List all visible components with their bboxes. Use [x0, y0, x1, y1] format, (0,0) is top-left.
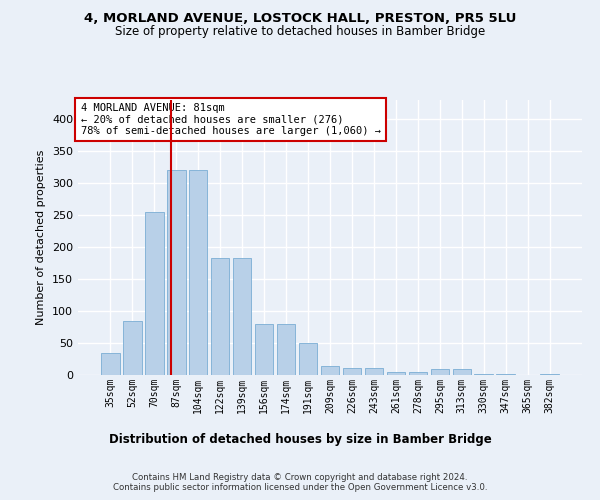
Bar — [541, 374, 559, 375]
Bar — [386, 372, 405, 375]
Bar — [277, 324, 295, 375]
Bar — [431, 369, 449, 375]
Bar — [475, 374, 493, 375]
Bar — [409, 372, 427, 375]
Text: Contains public sector information licensed under the Open Government Licence v3: Contains public sector information licen… — [113, 484, 487, 492]
Bar — [233, 258, 251, 375]
Text: Contains HM Land Registry data © Crown copyright and database right 2024.: Contains HM Land Registry data © Crown c… — [132, 472, 468, 482]
Bar — [452, 369, 471, 375]
Bar — [211, 258, 229, 375]
Bar — [123, 320, 142, 375]
Text: 4, MORLAND AVENUE, LOSTOCK HALL, PRESTON, PR5 5LU: 4, MORLAND AVENUE, LOSTOCK HALL, PRESTON… — [84, 12, 516, 26]
Bar — [496, 374, 515, 375]
Bar — [320, 366, 340, 375]
Text: Size of property relative to detached houses in Bamber Bridge: Size of property relative to detached ho… — [115, 25, 485, 38]
Bar — [189, 170, 208, 375]
Bar — [101, 352, 119, 375]
Bar — [343, 368, 361, 375]
Bar — [145, 212, 164, 375]
Y-axis label: Number of detached properties: Number of detached properties — [37, 150, 46, 325]
Text: 4 MORLAND AVENUE: 81sqm
← 20% of detached houses are smaller (276)
78% of semi-d: 4 MORLAND AVENUE: 81sqm ← 20% of detache… — [80, 103, 380, 136]
Bar — [365, 368, 383, 375]
Text: Distribution of detached houses by size in Bamber Bridge: Distribution of detached houses by size … — [109, 432, 491, 446]
Bar — [167, 170, 185, 375]
Bar — [255, 324, 274, 375]
Bar — [299, 343, 317, 375]
